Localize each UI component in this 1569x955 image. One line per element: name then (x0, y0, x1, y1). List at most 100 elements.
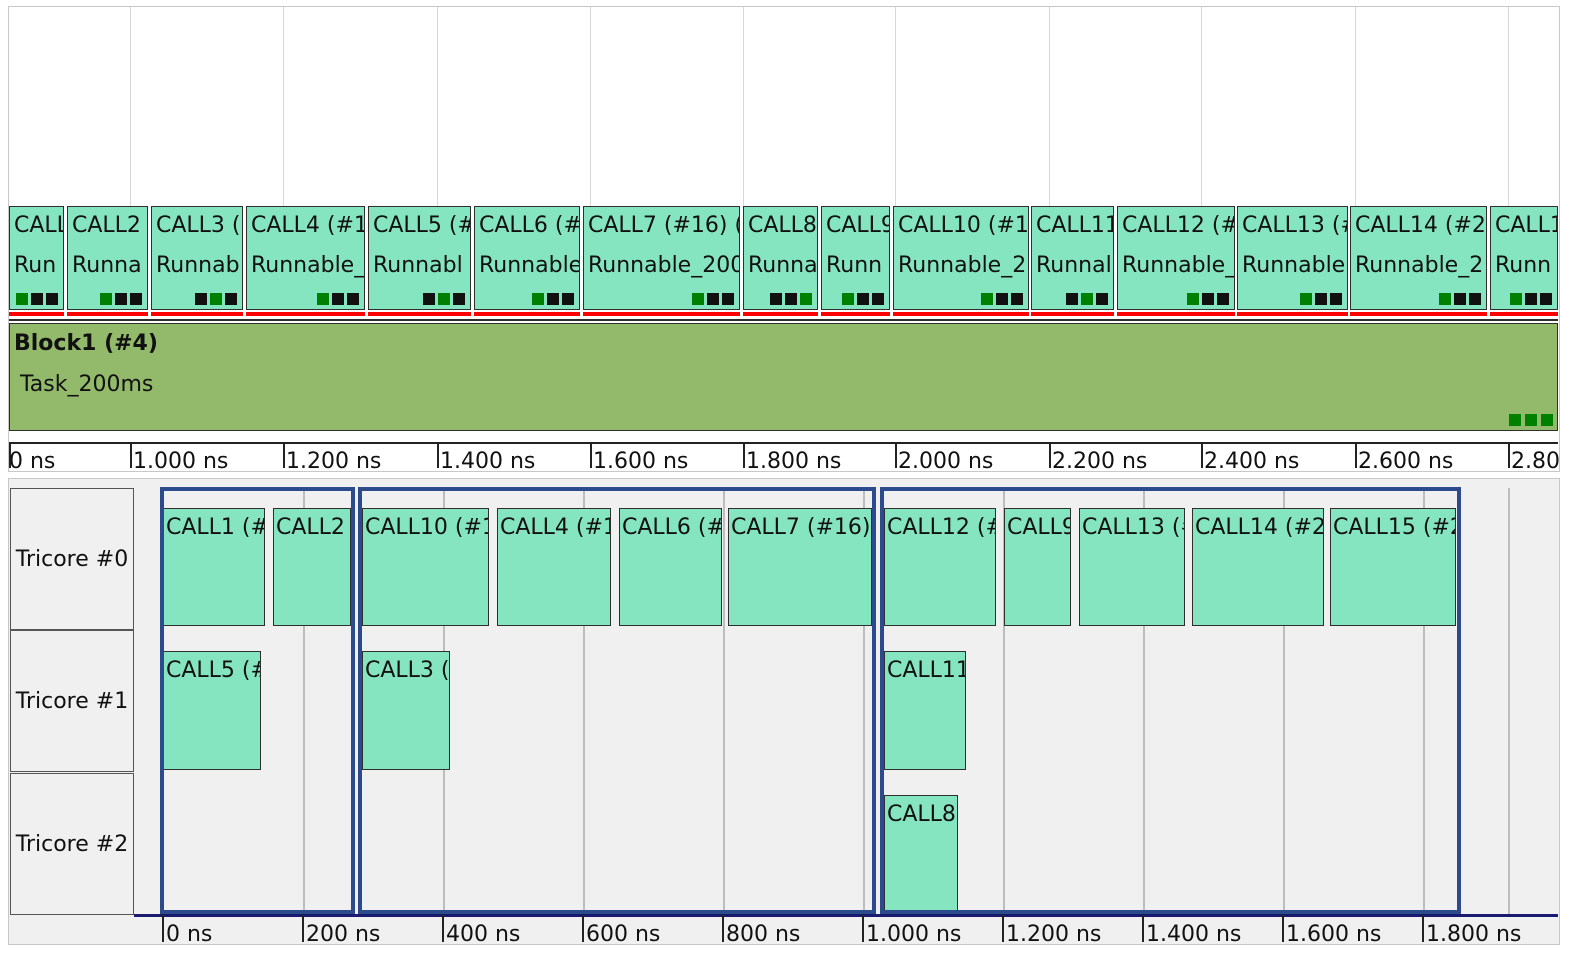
gridline (130, 7, 131, 207)
call-label: CALL2 (72, 213, 141, 238)
top-call-4[interactable]: CALL4 (#13 Runnable_ (246, 206, 365, 310)
axis-tick (1049, 442, 1051, 468)
top-call-1[interactable]: CALL1 Run (9, 206, 64, 310)
runnable-label: Runna (72, 253, 142, 278)
axis-tick-label: 1.000 ns (866, 922, 962, 947)
runnable-label: Runnable_200 (588, 253, 740, 278)
runnable-label: Run (14, 253, 57, 278)
top-call-6[interactable]: CALL6 (#1 Runnable (474, 206, 580, 310)
top-call-10[interactable]: CALL10 (#19 Runnable_2 (893, 206, 1029, 310)
status-square (1315, 293, 1327, 305)
status-square (115, 293, 127, 305)
runnable-label: Runnabl (373, 253, 463, 278)
core-call[interactable]: CALL2 (273, 508, 351, 626)
axis-tick (1002, 914, 1004, 942)
status-square (785, 293, 797, 305)
call-label: CALL13 (# (1242, 213, 1348, 238)
runnable-label: Runnable (1242, 253, 1346, 278)
status-square (1300, 293, 1312, 305)
top-call-3[interactable]: CALL3 (# Runnab (151, 206, 243, 310)
core-call[interactable]: CALL7 (#16) (728, 508, 872, 626)
status-square (130, 293, 142, 305)
call-label: CALL8 (748, 213, 817, 238)
top-call-2[interactable]: CALL2 Runna (67, 206, 148, 310)
core-call[interactable]: CALL3 (# (362, 651, 450, 770)
core-call[interactable]: CALL15 (#2 (1330, 508, 1456, 626)
status-square (1540, 293, 1552, 305)
top-call-13[interactable]: CALL13 (# Runnable (1237, 206, 1348, 310)
status-square (1081, 293, 1093, 305)
status-square (872, 293, 884, 305)
status-square (210, 293, 222, 305)
gridline (1201, 7, 1202, 207)
axis-tick-label: 1.400 ns (1146, 922, 1242, 947)
core-call[interactable]: CALL10 (#1 (362, 508, 489, 626)
status-square (438, 293, 450, 305)
red-marker (583, 312, 740, 316)
status-square (1454, 293, 1466, 305)
gridline (583, 488, 585, 916)
status-square (1439, 293, 1451, 305)
core-label-text: Tricore #2 (15, 831, 129, 857)
axis-tick (743, 442, 745, 468)
axis-tick-label: 2.80 (1511, 449, 1560, 474)
red-marker (9, 312, 64, 316)
top-call-9[interactable]: CALL9 Runn (821, 206, 890, 310)
top-call-7[interactable]: CALL7 (#16) ( Runnable_200 (583, 206, 740, 310)
gridline (590, 7, 591, 207)
call-label: CALL5 (# (373, 213, 471, 238)
top-call-14[interactable]: CALL14 (#23 Runnable_2 (1350, 206, 1487, 310)
gridline (1143, 488, 1145, 916)
call-label: CALL11 (887, 658, 966, 683)
core-call[interactable]: CALL4 (#1 (497, 508, 611, 626)
status-square (800, 293, 812, 305)
axis-tick (590, 442, 592, 468)
top-call-11[interactable]: CALL11 Runnal (1031, 206, 1114, 310)
divider-line (9, 319, 1558, 321)
red-marker (821, 312, 890, 316)
core-call[interactable]: CALL11 (884, 651, 966, 770)
call-label: CALL5 (# (166, 658, 261, 683)
status-square (981, 293, 993, 305)
block-bar[interactable]: Block1 (#4) Task_200ms (9, 323, 1558, 431)
call-label: CALL13 (# (1082, 515, 1184, 540)
call-label: CALL9 (826, 213, 890, 238)
gridline (1508, 7, 1509, 207)
status-square (332, 293, 344, 305)
axis-tick-label: 400 ns (446, 922, 521, 947)
top-call-15[interactable]: CALL1 Runn (1490, 206, 1558, 310)
core-call[interactable]: CALL9 (1004, 508, 1071, 626)
axis-tick (302, 914, 304, 942)
call-label: CALL12 (# (887, 515, 996, 540)
top-call-12[interactable]: CALL12 (# Runnable_ (1117, 206, 1235, 310)
core-call[interactable]: CALL13 (# (1079, 508, 1185, 626)
axis-tick-label: 600 ns (586, 922, 661, 947)
red-marker (1350, 312, 1487, 316)
core-call[interactable]: CALL14 (#23 (1192, 508, 1324, 626)
core-label-tricore-0: Tricore #0 (10, 488, 134, 630)
axis-tick-label: 800 ns (726, 922, 801, 947)
top-call-8[interactable]: CALL8 Runna (743, 206, 818, 310)
top-call-5[interactable]: CALL5 (# Runnabl (368, 206, 471, 310)
core-call[interactable]: CALL5 (# (163, 651, 261, 770)
axis-tick (9, 442, 11, 468)
call-label: CALL3 (# (365, 658, 450, 683)
status-square (857, 293, 869, 305)
core-label-tricore-2: Tricore #2 (10, 773, 134, 915)
gridline (1508, 488, 1510, 916)
status-square (46, 293, 58, 305)
runnable-label: Runnable_2 (1355, 253, 1484, 278)
status-square (1066, 293, 1078, 305)
axis-tick-label: 1.600 ns (1286, 922, 1382, 947)
red-marker (743, 312, 818, 316)
runnable-label: Runnable (479, 253, 580, 278)
core-call[interactable]: CALL12 (# (884, 508, 996, 626)
call-label: CALL12 (# (1122, 213, 1235, 238)
core-call[interactable]: CALL8 (884, 795, 958, 913)
runnable-label: Runnable_2 (898, 253, 1027, 278)
core-call[interactable]: CALL6 (# (619, 508, 722, 626)
call-label: CALL7 (#16) (731, 515, 871, 540)
core-label-tricore-1: Tricore #1 (10, 630, 134, 772)
core-call[interactable]: CALL1 (# (163, 508, 265, 626)
axis-tick (1355, 442, 1357, 468)
